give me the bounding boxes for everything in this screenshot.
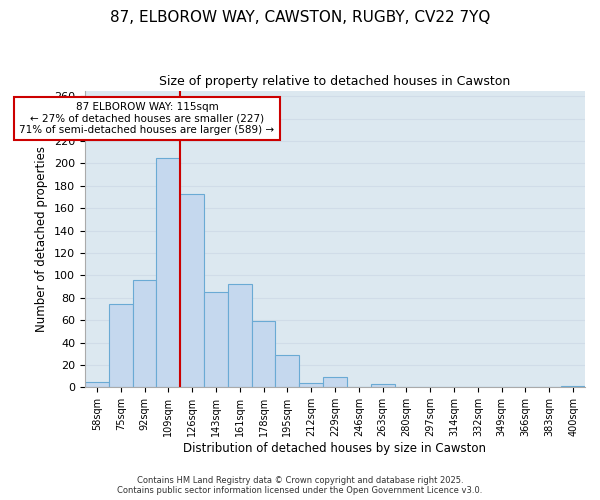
- Bar: [371, 384, 395, 388]
- Y-axis label: Number of detached properties: Number of detached properties: [35, 146, 49, 332]
- X-axis label: Distribution of detached houses by size in Cawston: Distribution of detached houses by size …: [184, 442, 487, 455]
- Bar: [109, 304, 133, 388]
- Bar: [204, 292, 228, 388]
- Bar: [228, 284, 251, 388]
- Bar: [275, 355, 299, 388]
- Text: Contains HM Land Registry data © Crown copyright and database right 2025.
Contai: Contains HM Land Registry data © Crown c…: [118, 476, 482, 495]
- Bar: [133, 280, 157, 388]
- Bar: [157, 158, 180, 388]
- Bar: [323, 378, 347, 388]
- Bar: [251, 322, 275, 388]
- Text: 87, ELBOROW WAY, CAWSTON, RUGBY, CV22 7YQ: 87, ELBOROW WAY, CAWSTON, RUGBY, CV22 7Y…: [110, 10, 490, 25]
- Bar: [180, 194, 204, 388]
- Bar: [299, 383, 323, 388]
- Bar: [561, 386, 585, 388]
- Text: 87 ELBOROW WAY: 115sqm
← 27% of detached houses are smaller (227)
71% of semi-de: 87 ELBOROW WAY: 115sqm ← 27% of detached…: [19, 102, 274, 135]
- Title: Size of property relative to detached houses in Cawston: Size of property relative to detached ho…: [160, 75, 511, 88]
- Bar: [85, 382, 109, 388]
